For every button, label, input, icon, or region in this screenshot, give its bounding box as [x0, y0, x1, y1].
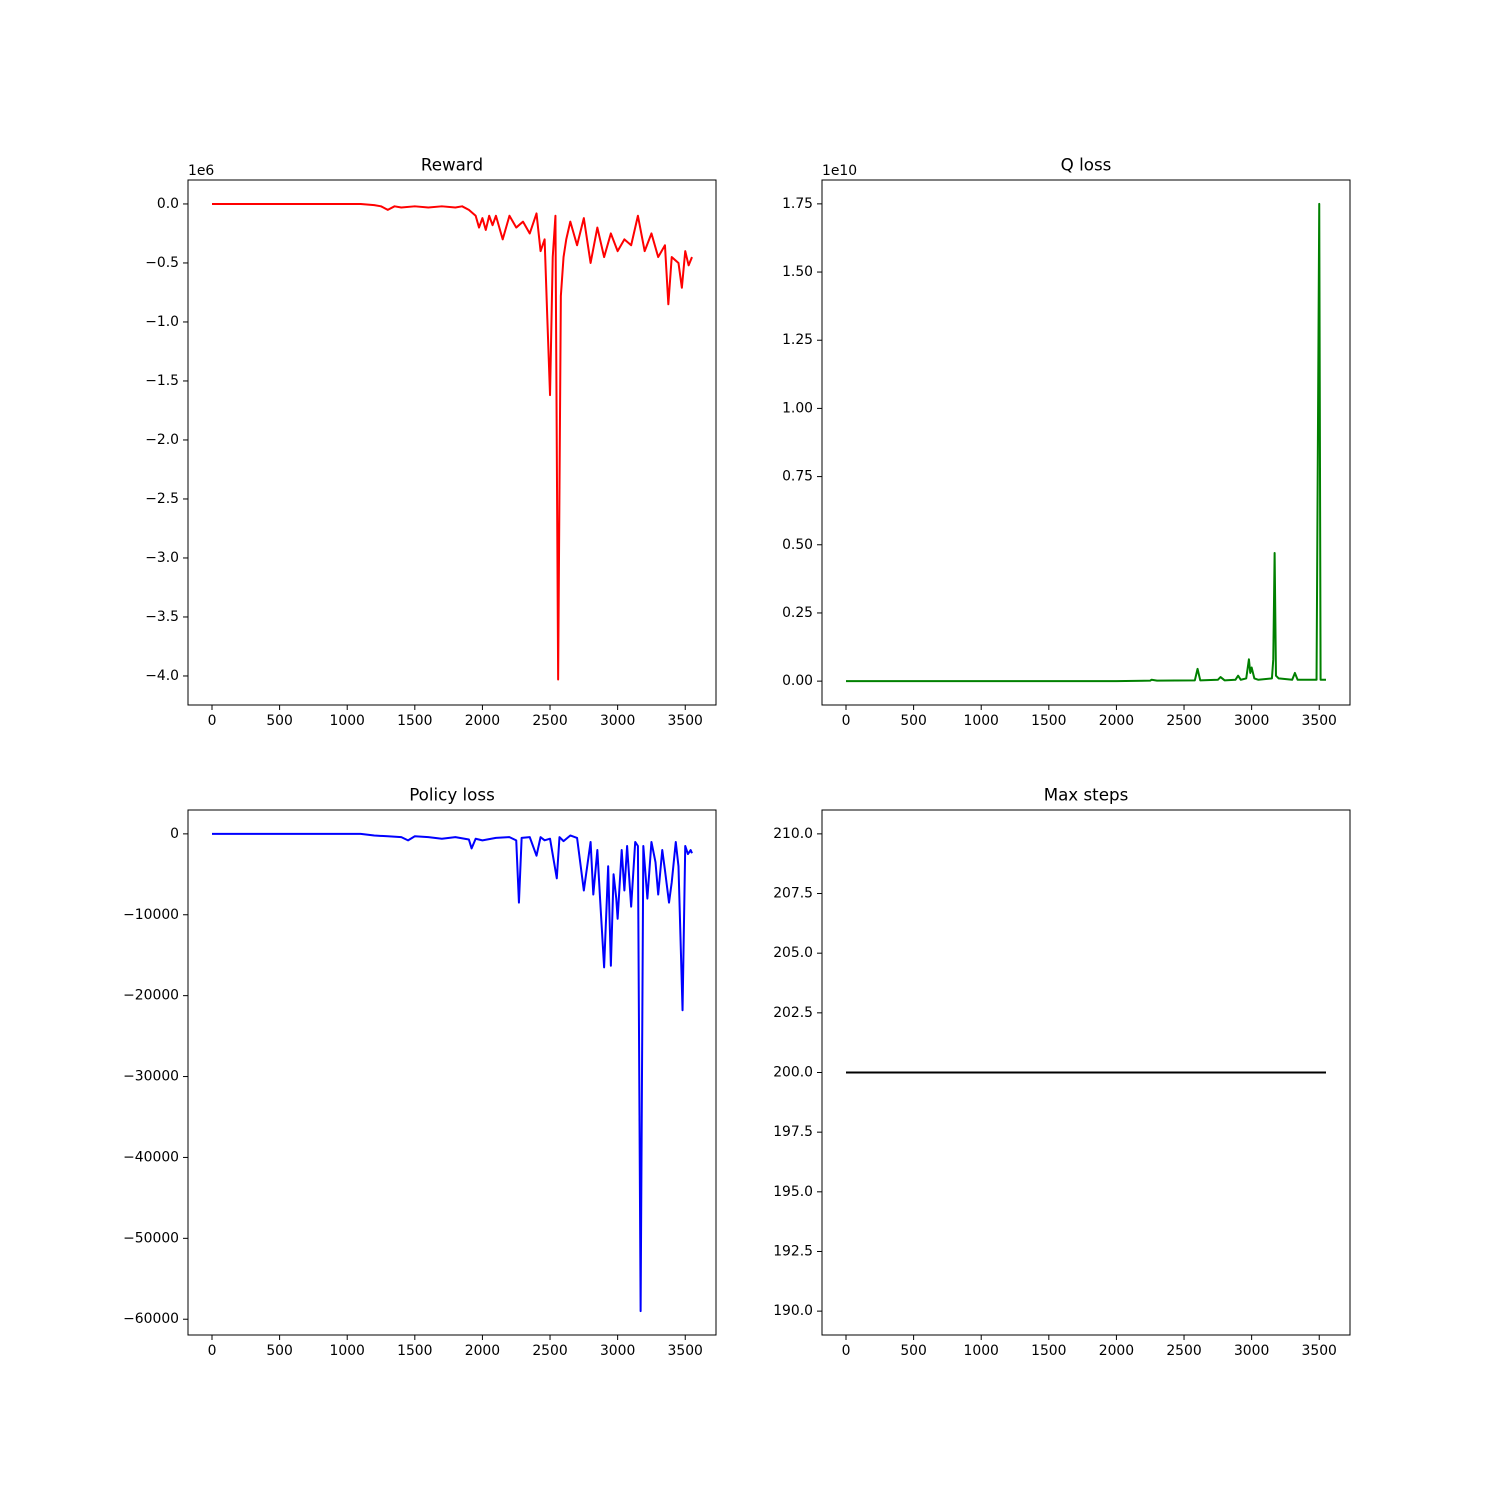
y-tick-label: 1.75	[782, 196, 813, 212]
x-tick-label: 0	[208, 1343, 217, 1359]
x-tick-label: 1000	[964, 713, 999, 729]
x-tick-label: 0	[842, 1343, 851, 1359]
y-tick-label: 205.0	[773, 945, 813, 961]
y-tick-label: −3.0	[145, 550, 179, 566]
y-tick-label: 202.5	[773, 1005, 813, 1021]
x-tick-label: 1500	[1031, 713, 1066, 729]
chart-title: Policy loss	[409, 785, 495, 805]
x-tick-label: 1500	[397, 713, 432, 729]
y-tick-label: −50000	[123, 1230, 179, 1246]
x-tick-label: 3500	[1302, 1343, 1337, 1359]
y-tick-label: −4.0	[145, 668, 179, 684]
x-tick-label: 3500	[668, 713, 703, 729]
y-tick-label: 0.50	[782, 537, 813, 553]
x-tick-label: 2000	[1099, 713, 1134, 729]
x-tick-label: 2500	[1166, 713, 1201, 729]
y-tick-label: 0.00	[782, 673, 813, 689]
y-tick-label: 200.0	[773, 1065, 813, 1081]
axes-frame	[187, 809, 717, 1336]
y-tick-label: −2.5	[145, 491, 179, 507]
x-tick-label: 2000	[465, 1343, 500, 1359]
y-tick-label: −2.0	[145, 432, 179, 448]
chart-title: Q loss	[1061, 155, 1112, 175]
y-tick-label: 1.00	[782, 400, 813, 416]
y-tick-label: 197.5	[773, 1124, 813, 1140]
y-tick-label: −60000	[123, 1311, 179, 1327]
y-tick-label: −1.5	[145, 373, 179, 389]
y-tick-label: 0	[170, 826, 179, 842]
x-tick-label: 2500	[532, 713, 567, 729]
chart-title: Reward	[421, 155, 483, 175]
x-tick-label: 2500	[1166, 1343, 1201, 1359]
axes-frame	[821, 179, 1351, 706]
x-tick-label: 3500	[1302, 713, 1337, 729]
y-tick-label: −40000	[123, 1149, 179, 1165]
x-tick-label: 1000	[330, 713, 365, 729]
x-tick-label: 1000	[330, 1343, 365, 1359]
y-tick-label: 0.0	[157, 196, 179, 212]
axis-offset-label: 1e6	[188, 163, 214, 179]
x-tick-label: 3500	[668, 1343, 703, 1359]
x-tick-label: 500	[266, 713, 293, 729]
y-tick-label: 190.0	[773, 1303, 813, 1319]
y-tick-label: 0.25	[782, 605, 813, 621]
y-tick-label: 207.5	[773, 886, 813, 902]
axes-frame	[187, 179, 717, 706]
y-tick-label: 195.0	[773, 1184, 813, 1200]
x-tick-label: 1000	[964, 1343, 999, 1359]
x-tick-label: 2000	[465, 713, 500, 729]
y-tick-label: −1.0	[145, 314, 179, 330]
axis-offset-label: 1e10	[822, 163, 857, 179]
data-line	[846, 202, 1326, 683]
x-tick-label: 3000	[600, 713, 635, 729]
y-tick-label: −0.5	[145, 255, 179, 271]
y-tick-label: −3.5	[145, 609, 179, 625]
x-tick-label: 0	[208, 713, 217, 729]
x-tick-label: 2500	[532, 1343, 567, 1359]
x-tick-label: 0	[842, 713, 851, 729]
y-tick-label: −10000	[123, 907, 179, 923]
data-line	[212, 832, 693, 1313]
x-tick-label: 3000	[600, 1343, 635, 1359]
chart-title: Max steps	[1044, 785, 1129, 805]
y-tick-label: −20000	[123, 988, 179, 1004]
y-tick-label: 0.75	[782, 469, 813, 485]
x-tick-label: 3000	[1234, 713, 1269, 729]
x-tick-label: 2000	[1099, 1343, 1134, 1359]
y-tick-label: 1.50	[782, 264, 813, 280]
y-tick-label: 192.5	[773, 1243, 813, 1259]
x-tick-label: 500	[266, 1343, 293, 1359]
x-tick-label: 500	[900, 713, 927, 729]
y-tick-label: −30000	[123, 1069, 179, 1085]
data-line	[212, 202, 693, 681]
y-tick-label: 1.25	[782, 332, 813, 348]
x-tick-label: 1500	[397, 1343, 432, 1359]
x-tick-label: 500	[900, 1343, 927, 1359]
y-tick-label: 210.0	[773, 826, 813, 842]
x-tick-label: 3000	[1234, 1343, 1269, 1359]
x-tick-label: 1500	[1031, 1343, 1066, 1359]
